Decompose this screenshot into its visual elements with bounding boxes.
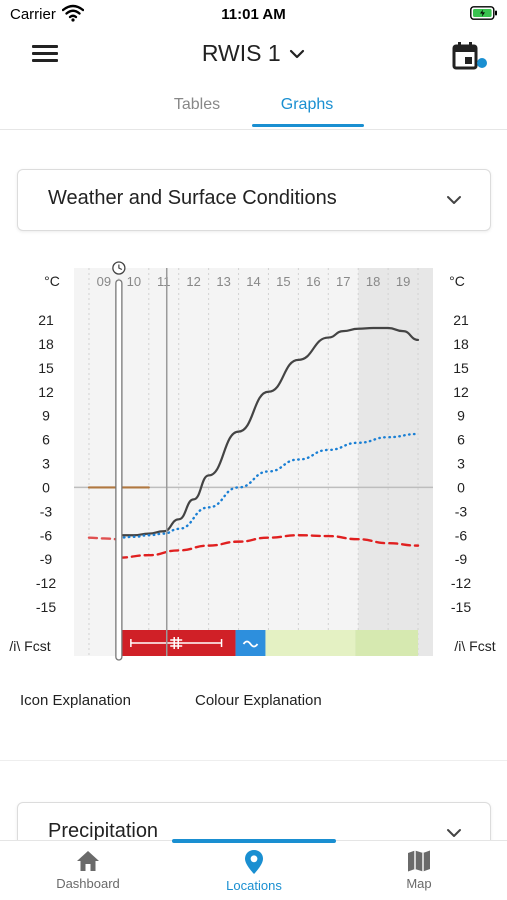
carrier-label: Carrier xyxy=(10,6,56,23)
series-line-0 xyxy=(117,326,420,537)
calendar-icon[interactable] xyxy=(448,40,482,72)
x-tick-label: 15 xyxy=(276,274,290,289)
road-condition-icon xyxy=(130,639,223,647)
weather-chart[interactable]: 09 10 11 12 13 14 15 16 17 18 19 211815129630-3-6-… xyxy=(0,256,507,668)
nav-label: Dashboard xyxy=(56,876,120,891)
page-title: RWIS 1 xyxy=(201,40,281,66)
x-tick-label: 09 xyxy=(97,274,111,289)
series-line-1 xyxy=(117,432,420,539)
x-tick-label: 14 xyxy=(246,274,260,289)
night-shading xyxy=(358,268,433,656)
nav-dashboard[interactable]: Dashboard xyxy=(18,849,158,891)
x-tick-label: 18 xyxy=(366,274,380,289)
y-tick-label-left: -15 xyxy=(36,599,56,615)
active-tab-indicator xyxy=(252,124,364,127)
active-nav-indicator xyxy=(172,839,336,843)
x-tick-label: 11 xyxy=(157,274,171,289)
y-unit-right: °C xyxy=(449,273,465,289)
y-tick-label-left: 6 xyxy=(42,432,50,448)
calendar-badge xyxy=(477,58,487,68)
series-line-2 xyxy=(117,534,420,559)
x-tick-label: 16 xyxy=(306,274,320,289)
y-tick-label-right: -9 xyxy=(455,551,468,567)
y-tick-label-left: 18 xyxy=(38,336,54,352)
nav-locations[interactable]: Locations xyxy=(184,849,324,893)
home-icon xyxy=(77,851,99,871)
y-tick-label-right: 12 xyxy=(453,384,469,400)
menu-icon xyxy=(32,45,58,48)
nav-label: Locations xyxy=(226,878,282,893)
x-tick-label: 13 xyxy=(216,274,230,289)
y-tick-label-right: 3 xyxy=(457,456,465,472)
clock-hands xyxy=(118,264,123,271)
menu-button[interactable] xyxy=(30,42,60,68)
x-tick-label: 19 xyxy=(396,274,410,289)
y-tick-label-left: -3 xyxy=(40,503,53,519)
tab-tables[interactable]: Tables xyxy=(173,96,221,113)
wet-road-icon xyxy=(242,640,259,648)
y-tick-label-right: 18 xyxy=(453,336,469,352)
current-time-slider xyxy=(115,279,123,661)
x-tick-label: 17 xyxy=(336,274,350,289)
section-title: Precipitation xyxy=(48,820,159,842)
y-tick-label-left: 12 xyxy=(38,384,54,400)
y-tick-label-right: 0 xyxy=(457,479,465,495)
y-tick-label-right: 21 xyxy=(453,312,469,328)
chevron-down-icon xyxy=(447,196,461,204)
condition-segment-3 xyxy=(355,630,419,656)
y-tick-label-left: 9 xyxy=(42,408,50,424)
tab-graphs[interactable]: Graphs xyxy=(280,96,334,113)
chevron-down-icon xyxy=(290,49,305,58)
y-tick-label-left: 0 xyxy=(42,479,50,495)
condition-segment-2 xyxy=(265,630,356,656)
y-tick-label-right: -3 xyxy=(455,503,468,519)
frost-icon xyxy=(170,637,183,649)
chevron-down-icon xyxy=(447,829,461,837)
forecast-label-right: /i\ Fcst xyxy=(454,638,495,654)
wifi-icon xyxy=(62,4,84,22)
y-tick-label-right: -12 xyxy=(451,575,471,591)
y-tick-label-left: -9 xyxy=(40,551,53,567)
y-tick-label-right: 9 xyxy=(457,408,465,424)
weather-section-header[interactable]: Weather and Surface Conditions xyxy=(17,169,491,231)
y-tick-label-right: 6 xyxy=(457,432,465,448)
status-bar: Carrier 11:01 AM xyxy=(0,0,507,28)
battery-icon xyxy=(470,6,497,20)
location-pin-icon xyxy=(245,850,263,874)
x-tick-label: 12 xyxy=(186,274,200,289)
y-tick-label-left: 15 xyxy=(38,360,54,376)
series-line-3 xyxy=(87,536,121,541)
icon-explanation-link[interactable]: Icon Explanation xyxy=(20,692,131,709)
nav-map[interactable]: Map xyxy=(349,849,489,891)
y-tick-label-right: 15 xyxy=(453,360,469,376)
y-tick-label-left: -12 xyxy=(36,575,56,591)
forecast-label-left: /i\ Fcst xyxy=(9,638,50,654)
y-tick-label-left: -6 xyxy=(40,527,53,543)
y-tick-label-left: 3 xyxy=(42,456,50,472)
weather-graph[interactable]: 09 10 11 12 13 14 15 16 17 18 19 21 18 15 12 9 6 3 0 -3 -6-… xyxy=(0,256,507,668)
view-tabs: Tables Graphs xyxy=(0,86,507,130)
section-divider xyxy=(0,760,507,761)
clock: 11:01 AM xyxy=(221,6,286,23)
y-tick-label-right: -6 xyxy=(455,527,468,543)
x-tick-label: 10 xyxy=(127,274,141,289)
map-icon xyxy=(408,850,430,872)
section-title: Weather and Surface Conditions xyxy=(48,187,337,209)
y-tick-label-right: -15 xyxy=(451,599,471,615)
app-header: RWIS 1 xyxy=(0,28,507,84)
y-unit-left: °C xyxy=(44,273,60,289)
bottom-navigation: Dashboard Locations Map xyxy=(0,839,507,900)
location-selector[interactable]: RWIS 1 xyxy=(0,40,507,67)
y-tick-label-left: 21 xyxy=(38,312,54,328)
nav-label: Map xyxy=(406,876,432,891)
colour-explanation-link[interactable]: Colour Explanation xyxy=(195,692,322,709)
